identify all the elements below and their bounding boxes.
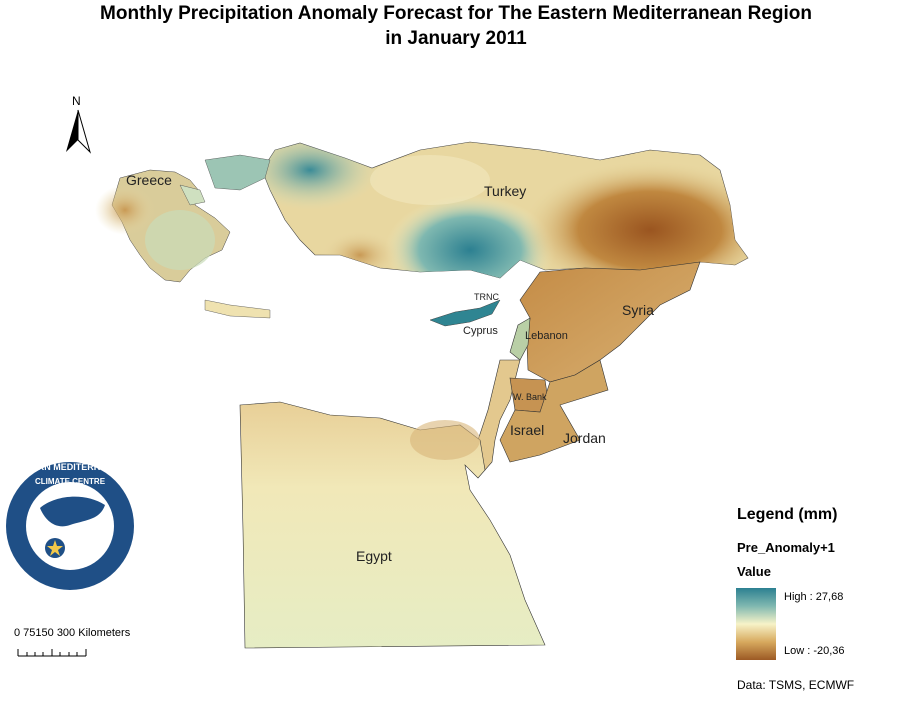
egypt-region (239, 401, 546, 649)
legend-high-label: High : 27,68 (784, 591, 844, 603)
label-syria: Syria (622, 302, 654, 318)
data-source-label: Data: TSMS, ECMWF (737, 678, 855, 692)
label-trnc: TRNC (474, 292, 499, 302)
map-title-line2: in January 2011 (385, 28, 527, 49)
legend-field-name: Pre_Anomaly+1 (737, 540, 835, 555)
svg-text:CLIMATE CENTRE: CLIMATE CENTRE (35, 477, 106, 486)
syria-region (519, 261, 701, 383)
north-arrow-icon (66, 109, 92, 154)
label-israel: Israel (510, 422, 545, 438)
israel-wbank-region (477, 359, 549, 471)
greece-region (95, 169, 271, 319)
map-title-line1: Monthly Precipitation Anomaly Forecast f… (100, 3, 812, 24)
legend-title: Legend (mm) (737, 506, 838, 523)
scale-bar-graphic (17, 649, 87, 657)
legend-low-label: Low : -20,36 (784, 645, 845, 657)
cyprus-region (429, 299, 501, 327)
label-turkey: Turkey (484, 183, 527, 199)
label-lebanon: Lebanon (525, 330, 568, 342)
north-label: N (72, 94, 81, 108)
label-jordan: Jordan (563, 430, 606, 446)
label-egypt: Egypt (356, 548, 392, 564)
emcc-logo: EASTERN MEDITERRANEAN CLIMATE CENTRE (6, 462, 134, 590)
jordan-region (499, 359, 609, 463)
turkey-region (179, 141, 749, 279)
legend-value-label: Value (737, 564, 771, 579)
label-greece: Greece (126, 172, 172, 188)
scale-bar-label: 0 75150 300 Kilometers (14, 627, 131, 639)
svg-text:EASTERN MEDITERRANEAN: EASTERN MEDITERRANEAN (8, 462, 133, 472)
label-cyprus: Cyprus (463, 325, 498, 337)
legend-color-ramp (736, 588, 776, 660)
label-w-bank: W. Bank (513, 392, 547, 402)
lebanon-region (509, 317, 531, 361)
